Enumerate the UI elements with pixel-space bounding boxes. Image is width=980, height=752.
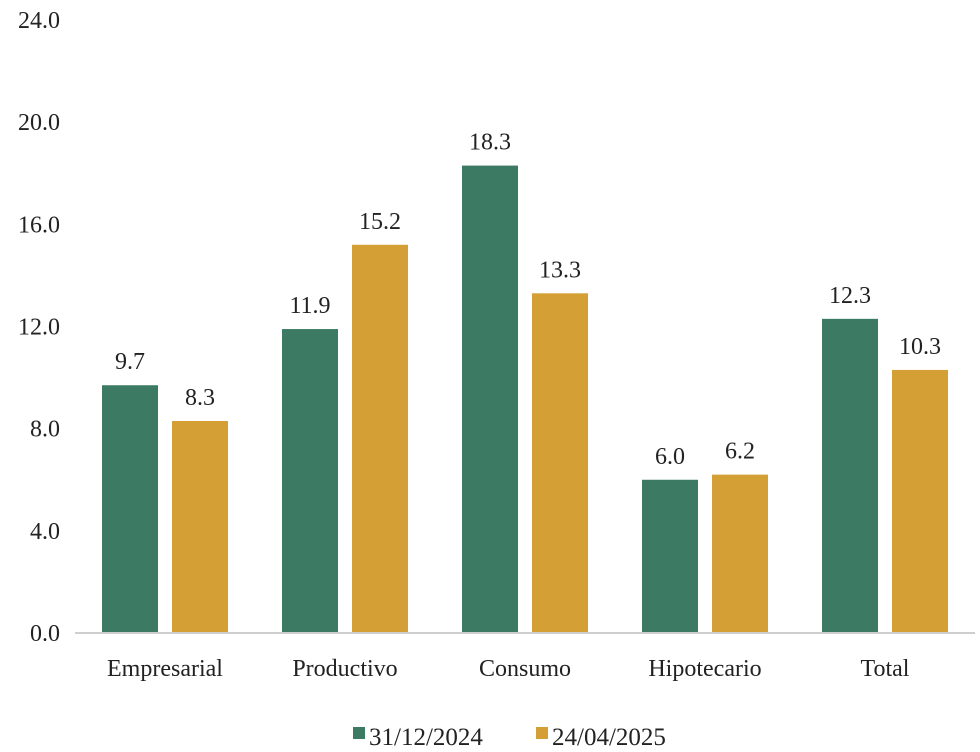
- bar-consumo-series-2: [532, 293, 588, 633]
- bar-total-series-1: [822, 318, 878, 633]
- data-label: 10.3: [899, 334, 941, 360]
- data-label: 8.3: [185, 385, 215, 411]
- y-tick-label: 20.0: [18, 110, 60, 136]
- data-label: 6.2: [725, 439, 755, 465]
- legend-label: 24/04/2025: [552, 724, 666, 751]
- legend-swatch: [536, 727, 548, 739]
- legend-swatch: [353, 727, 365, 739]
- data-label: 6.0: [655, 444, 685, 470]
- bar-hipotecario-series-1: [642, 479, 698, 633]
- y-tick-label: 8.0: [30, 417, 60, 443]
- bars: [102, 165, 948, 633]
- x-tick-label: Hipotecario: [648, 656, 761, 682]
- legend-label: 31/12/2024: [369, 724, 483, 751]
- bar-consumo-series-1: [462, 165, 518, 633]
- data-label: 12.3: [829, 283, 871, 309]
- legend: 31/12/2024 24/04/2025: [353, 724, 666, 751]
- bar-productivo-series-2: [352, 244, 408, 633]
- data-label: 13.3: [539, 257, 581, 283]
- x-tick-label: Total: [861, 656, 910, 682]
- x-tick-label: Productivo: [292, 656, 397, 682]
- x-tick-label: Consumo: [479, 656, 571, 682]
- bar-productivo-series-1: [282, 329, 338, 633]
- y-tick-label: 16.0: [18, 212, 60, 238]
- bar-empresarial-series-2: [172, 421, 228, 633]
- data-label: 15.2: [359, 209, 401, 235]
- data-labels: 9.7 8.3 11.9 15.2 18.3 13.3 6.0 6.2 12.3 10.3: [115, 130, 941, 470]
- y-tick-label: 0.0: [30, 621, 60, 647]
- data-label: 18.3: [469, 130, 511, 156]
- y-tick-label: 4.0: [30, 519, 60, 545]
- x-tick-label: Empresarial: [107, 656, 223, 682]
- bar-hipotecario-series-2: [712, 474, 768, 633]
- y-axis-ticks: 0.0 4.0 8.0 12.0 16.0 20.0 24.0: [18, 8, 60, 647]
- y-tick-label: 24.0: [18, 8, 60, 34]
- data-label: 11.9: [289, 293, 330, 319]
- x-axis-ticks: Empresarial Productivo Consumo Hipotecario T…: [107, 656, 910, 682]
- bar-total-series-2: [892, 369, 948, 633]
- y-tick-label: 12.0: [18, 315, 60, 341]
- bar-empresarial-series-1: [102, 385, 158, 633]
- data-label: 9.7: [115, 349, 145, 375]
